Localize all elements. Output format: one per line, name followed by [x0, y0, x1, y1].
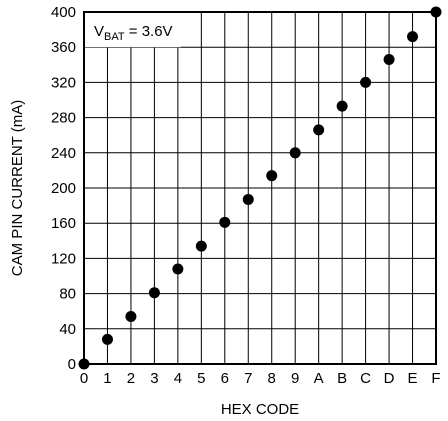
- x-tick-label: 9: [291, 370, 299, 387]
- y-tick-label: 0: [68, 356, 76, 373]
- data-points: [78, 6, 442, 370]
- data-point: [383, 54, 395, 66]
- data-point: [78, 358, 90, 370]
- x-tick-label: C: [360, 370, 371, 387]
- data-point: [313, 124, 325, 136]
- y-tick-label: 360: [51, 39, 76, 56]
- y-axis-label: CAM PIN CURRENT (mA): [9, 100, 26, 276]
- data-point: [266, 170, 278, 182]
- x-tick-label: F: [431, 370, 440, 387]
- y-tick-label: 240: [51, 145, 76, 162]
- x-tick-label: D: [384, 370, 395, 387]
- x-tick-label: 4: [174, 370, 182, 387]
- y-tick-label: 200: [51, 180, 76, 197]
- data-point: [336, 100, 348, 112]
- x-tick-label: 2: [127, 370, 135, 387]
- x-tick-label: 7: [244, 370, 252, 387]
- x-tick-label: 1: [103, 370, 111, 387]
- x-tick-label: A: [314, 370, 324, 387]
- x-tick-label: 0: [80, 370, 88, 387]
- annotation-vbat: VBAT = 3.6V: [94, 23, 173, 43]
- annotation-rest: = 3.6V: [125, 23, 173, 40]
- annotation-box: [85, 13, 181, 48]
- data-point: [101, 333, 113, 345]
- y-tick-label: 320: [51, 74, 76, 91]
- x-tick-label: 5: [197, 370, 205, 387]
- data-point: [219, 216, 231, 228]
- x-tick-label: B: [337, 370, 347, 387]
- data-point: [430, 6, 442, 18]
- data-point: [125, 310, 137, 322]
- data-point: [360, 76, 372, 88]
- data-point: [195, 240, 207, 252]
- plot-frame: [83, 11, 437, 365]
- y-tick-label: 160: [51, 215, 76, 232]
- annotation-main: V: [94, 23, 104, 40]
- x-tick-label: E: [408, 370, 418, 387]
- x-tick-label: 6: [221, 370, 229, 387]
- annotation-subscript: BAT: [104, 31, 125, 43]
- y-tick-label: 400: [51, 4, 76, 21]
- x-tick-label: 3: [150, 370, 158, 387]
- grid: [84, 12, 436, 364]
- y-tick-labels: 0 40 80 120 160 200 240 280 320 360 400: [51, 4, 76, 373]
- x-axis-label: HEX CODE: [221, 401, 299, 418]
- data-point: [242, 193, 254, 205]
- y-tick-label: 40: [59, 321, 76, 338]
- y-tick-label: 280: [51, 110, 76, 127]
- y-tick-label: 120: [51, 250, 76, 267]
- data-point: [172, 263, 184, 275]
- data-point: [148, 287, 160, 299]
- data-point: [407, 31, 419, 43]
- y-tick-label: 80: [59, 286, 76, 303]
- x-tick-label: 8: [268, 370, 276, 387]
- data-point: [289, 147, 301, 159]
